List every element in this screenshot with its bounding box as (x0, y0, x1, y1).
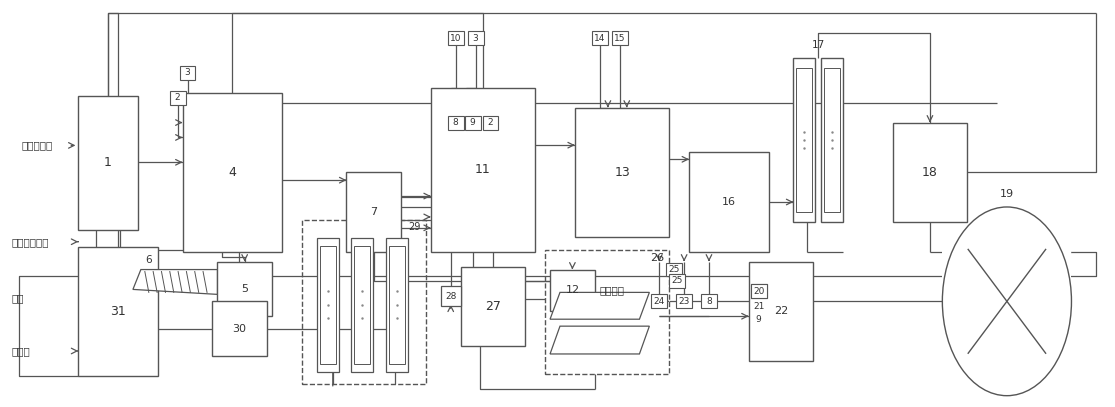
Bar (651, 294, 667, 308)
Bar (169, 91, 185, 105)
Text: 12: 12 (565, 285, 580, 295)
Text: 24: 24 (653, 297, 665, 306)
Bar (389, 246, 405, 364)
Bar (794, 58, 815, 222)
Text: 8: 8 (706, 297, 711, 306)
Bar (460, 267, 525, 346)
Polygon shape (133, 269, 217, 294)
Bar (796, 68, 812, 212)
Text: 9: 9 (756, 315, 762, 324)
Bar (750, 284, 767, 298)
Text: 2: 2 (487, 118, 493, 127)
Text: 10: 10 (450, 34, 462, 43)
Bar (942, 237, 1072, 366)
Bar (669, 274, 685, 288)
Bar (667, 263, 682, 276)
Bar (355, 246, 370, 364)
Text: 28: 28 (445, 292, 456, 301)
Bar (575, 108, 669, 237)
Text: 4: 4 (229, 166, 236, 179)
Text: 18: 18 (922, 166, 938, 179)
Text: 27: 27 (485, 300, 501, 313)
Text: 17: 17 (812, 40, 825, 50)
Text: 2: 2 (175, 93, 181, 102)
Text: 7: 7 (370, 207, 377, 217)
Text: 29: 29 (408, 222, 421, 232)
Text: 30: 30 (233, 324, 246, 334)
Text: 6: 6 (145, 255, 152, 265)
Text: 14: 14 (594, 34, 605, 43)
Text: 25: 25 (671, 276, 682, 285)
Bar (317, 238, 339, 372)
Text: 煤泥: 煤泥 (12, 293, 25, 303)
Bar (217, 262, 272, 316)
Bar (612, 31, 628, 45)
Bar (183, 93, 282, 252)
Bar (676, 294, 692, 308)
Bar (750, 284, 767, 298)
Bar (748, 262, 813, 361)
Bar (465, 116, 481, 129)
Bar (550, 269, 594, 311)
Ellipse shape (942, 207, 1072, 396)
Text: 煤矿矿井水: 煤矿矿井水 (21, 140, 52, 151)
Text: 15: 15 (614, 34, 626, 43)
Bar (180, 66, 195, 80)
Text: 19: 19 (1000, 189, 1014, 199)
Text: 5: 5 (241, 284, 249, 294)
Bar (824, 68, 840, 212)
Bar (448, 116, 464, 129)
Text: 31: 31 (110, 305, 126, 318)
Text: 碳酸钠结晶盐: 碳酸钠结晶盐 (12, 237, 49, 247)
Text: 蒸馏水: 蒸馏水 (12, 346, 30, 356)
Bar (78, 247, 157, 376)
Bar (302, 220, 426, 384)
Bar (440, 287, 460, 306)
Bar (592, 31, 608, 45)
Bar (212, 301, 266, 356)
Bar (483, 116, 498, 129)
Bar (386, 238, 408, 372)
Bar (545, 249, 669, 374)
Bar (821, 58, 843, 222)
Bar (351, 238, 374, 372)
Text: 1: 1 (104, 156, 112, 169)
Text: 11: 11 (475, 163, 491, 176)
Bar (78, 96, 138, 230)
Text: 13: 13 (614, 166, 630, 179)
Bar (448, 31, 464, 45)
Text: 23: 23 (678, 297, 690, 306)
Bar (320, 246, 336, 364)
Text: 22: 22 (774, 306, 788, 316)
Text: 21: 21 (753, 302, 764, 311)
Text: 25: 25 (669, 265, 680, 274)
Bar (701, 294, 717, 308)
Polygon shape (550, 326, 649, 354)
Text: 20: 20 (753, 287, 764, 296)
Bar (347, 172, 401, 252)
Text: 26: 26 (650, 253, 665, 263)
Polygon shape (550, 292, 649, 319)
Bar (467, 31, 484, 45)
Text: 16: 16 (721, 197, 736, 207)
Bar (893, 123, 967, 222)
Text: 8: 8 (453, 118, 458, 127)
Bar (689, 152, 768, 252)
Bar (430, 88, 535, 252)
Text: 化学污泥: 化学污泥 (600, 285, 624, 295)
Text: 3: 3 (473, 34, 478, 43)
Text: 3: 3 (185, 68, 191, 77)
Text: 9: 9 (469, 118, 475, 127)
